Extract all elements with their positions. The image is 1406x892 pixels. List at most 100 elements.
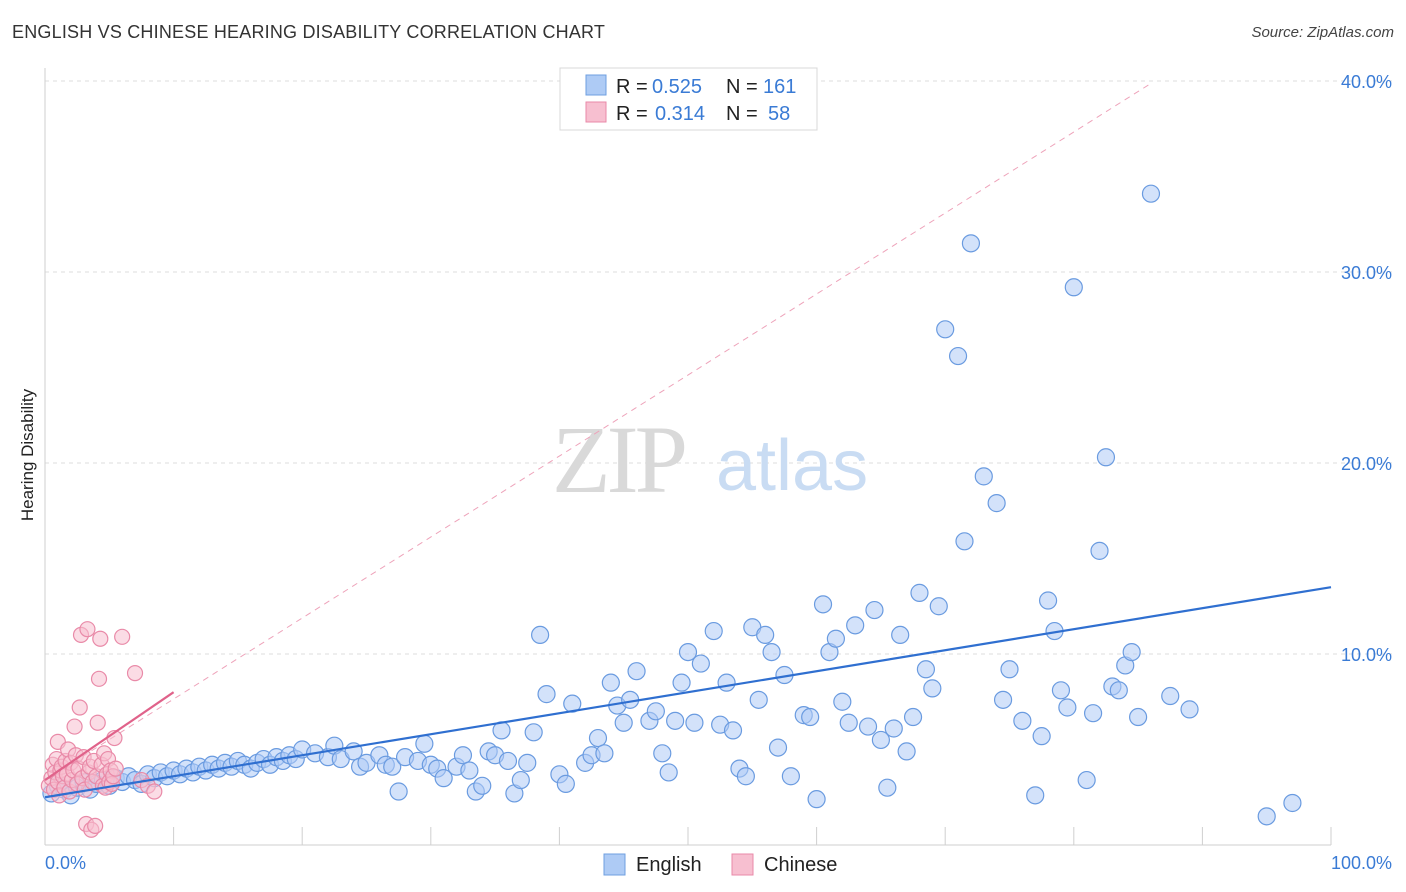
english-point-121 [897,742,916,761]
english-point-93 [704,621,723,641]
english-point-153 [1161,686,1180,706]
english-point-124 [916,660,936,679]
source-label: Source: ZipAtlas.com [1251,24,1394,41]
english-point-58 [453,746,473,765]
y-tick-label-0: 10.0% [1341,645,1392,665]
legend-r-label-english: R = [616,76,648,98]
english-point-107 [801,707,820,727]
english-point-49 [383,757,402,776]
english-point-154 [1180,700,1199,719]
watermark: ZIP atlas [552,406,868,513]
chinese-point-57 [146,783,163,800]
english-point-132 [987,494,1006,513]
english-point-53 [415,734,434,753]
english-point-56 [434,769,453,788]
english-point-135 [1013,711,1032,730]
english-point-131 [974,467,993,486]
english-point-118 [878,778,897,797]
english-point-111 [826,629,845,648]
english-point-50 [389,782,408,801]
watermark-zip: ZIP [552,406,685,513]
english-point-102 [762,642,781,662]
english-point-105 [781,767,800,786]
english-point-123 [910,583,929,602]
y-axis-label: Hearing Disability [18,388,37,521]
legend-bottom-swatch-english [603,853,626,876]
english-point-81 [614,713,633,732]
english-point-142 [1064,278,1083,297]
english-point-128 [948,346,968,366]
english-point-115 [858,717,878,736]
english-point-122 [903,707,923,727]
reference-diagonal [44,83,1151,781]
english-point-103 [768,738,788,757]
english-point-68 [518,753,537,772]
english-point-150 [1122,642,1141,662]
english-point-109 [813,595,833,614]
english-point-126 [929,597,948,616]
english-point-112 [833,692,852,711]
english-point-144 [1083,704,1103,723]
english-point-151 [1128,707,1148,727]
english-point-86 [653,744,672,763]
english-point-70 [531,625,550,645]
english-point-91 [685,713,704,732]
english-point-100 [749,690,768,709]
english-point-92 [691,654,710,673]
english-point-137 [1032,727,1051,746]
english-point-133 [993,690,1013,709]
english-point-146 [1096,448,1116,467]
legend-swatch-chinese [585,101,607,123]
english-point-88 [666,711,685,730]
english-point-129 [955,532,974,551]
english-point-90 [678,642,698,662]
english-point-67 [511,770,530,790]
english-point-113 [839,713,858,732]
english-point-95 [717,673,736,692]
legend-n-value-chinese: 58 [768,103,790,125]
legend-r-value-chinese: 0.314 [655,103,705,125]
y-tick-label-1: 20.0% [1341,454,1392,474]
y-tick-labels: 10.0% 20.0% 30.0% 40.0% [1341,72,1392,665]
english-point-119 [884,719,903,738]
english-point-98 [736,767,755,786]
legend-n-label-chinese: N = [726,103,758,125]
legend-bottom-label-english: English [636,854,702,876]
chinese-point-38 [89,714,106,731]
chinese-point-40 [92,630,109,647]
legend-stats: R = 0.525 N = 161 R = 0.314 N = 58 [559,67,818,131]
english-point-85 [646,702,665,721]
english-point-125 [923,679,942,698]
english-point-78 [595,744,614,763]
english-point-59 [460,761,479,780]
english-point-79 [601,673,620,692]
english-point-127 [936,320,955,339]
english-point-73 [556,774,575,793]
chinese-trend-line [44,691,175,781]
x-tick-label-0: 0.0% [45,853,86,873]
english-point-87 [659,763,678,782]
english-point-130 [961,234,981,253]
legend-r-label-chinese: R = [616,103,648,125]
x-tick-labels: 0.0% 100.0% [45,853,1392,873]
english-point-71 [537,685,556,704]
english-point-156 [1283,793,1302,813]
chinese-point-39 [90,670,108,687]
english-point-134 [1000,660,1019,679]
chinese-point-20 [66,718,83,735]
y-tick-label-2: 30.0% [1341,263,1392,283]
english-point-77 [588,728,608,748]
chinese-point-54 [126,664,144,682]
english-point-145 [1090,541,1109,560]
english-point-65 [498,751,518,771]
english-point-117 [871,730,891,750]
chart-title: ENGLISH VS CHINESE HEARING DISABILITY CO… [12,22,606,42]
legend-bottom-swatch-chinese [731,853,754,876]
english-point-114 [846,616,865,635]
axes [44,68,1332,846]
legend-n-label-english: N = [726,76,758,98]
english-point-96 [723,721,743,740]
english-point-83 [627,662,646,681]
watermark-atlas: atlas [716,426,868,506]
